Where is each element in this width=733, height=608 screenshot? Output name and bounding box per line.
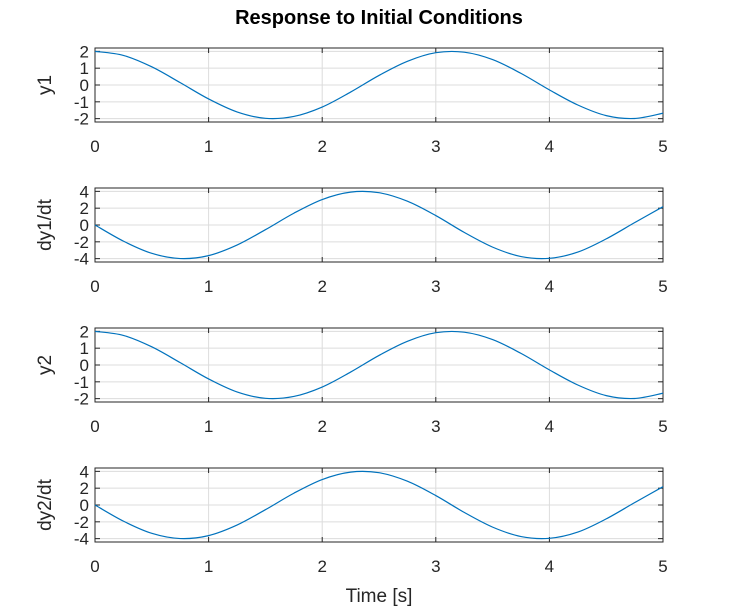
series-line: [94, 190, 664, 260]
x-tick-label: 0: [90, 557, 99, 576]
y-tick-label: 1: [80, 59, 89, 78]
y-axis-label: dy1/dt: [35, 198, 56, 250]
y-tick-label: -2: [74, 390, 89, 409]
y-tick-label: -1: [74, 93, 89, 112]
y-tick-label: -2: [74, 513, 89, 532]
x-tick-label: 0: [90, 417, 99, 436]
x-tick-label: 0: [90, 137, 99, 156]
x-tick-label: 3: [431, 417, 440, 436]
x-tick-label: 1: [204, 417, 213, 436]
y-tick-label: -4: [74, 530, 89, 549]
x-tick-label: 2: [317, 417, 326, 436]
y-tick-label: 0: [80, 356, 89, 375]
chart-title: Response to Initial Conditions: [235, 7, 523, 29]
x-tick-label: 4: [545, 557, 554, 576]
x-tick-label: 1: [204, 277, 213, 296]
y-tick-label: 1: [80, 339, 89, 358]
x-tick-label: 3: [431, 557, 440, 576]
x-axis-label: Time [s]: [346, 586, 413, 607]
x-tick-label: 1: [204, 137, 213, 156]
x-tick-label: 5: [658, 557, 667, 576]
x-tick-label: 0: [90, 277, 99, 296]
y-tick-label: -2: [74, 233, 89, 252]
x-tick-label: 4: [545, 277, 554, 296]
x-tick-label: 2: [317, 277, 326, 296]
x-tick-label: 5: [658, 417, 667, 436]
y-tick-label: 0: [80, 496, 89, 515]
y-tick-label: 2: [80, 479, 89, 498]
series-line: [94, 330, 664, 400]
y-tick-label: -1: [74, 373, 89, 392]
y-tick-label: -4: [74, 250, 89, 269]
y-axis-label: y1: [35, 75, 56, 95]
x-tick-label: 2: [317, 137, 326, 156]
x-tick-label: 1: [204, 557, 213, 576]
y-tick-label: 2: [80, 42, 89, 61]
y-axis-label: y2: [35, 355, 56, 375]
y-tick-label: 2: [80, 199, 89, 218]
x-tick-label: 5: [658, 277, 667, 296]
y-tick-label: 0: [80, 216, 89, 235]
y-tick-label: -2: [74, 110, 89, 129]
y-tick-label: 4: [80, 462, 89, 481]
x-tick-label: 4: [545, 137, 554, 156]
y-tick-label: 0: [80, 76, 89, 95]
series-line: [94, 470, 664, 540]
x-tick-label: 3: [431, 137, 440, 156]
x-tick-label: 2: [317, 557, 326, 576]
x-tick-label: 4: [545, 417, 554, 436]
y-axis-label: dy2/dt: [35, 478, 56, 530]
y-tick-label: 4: [80, 182, 89, 201]
x-tick-label: 3: [431, 277, 440, 296]
series-line: [94, 50, 664, 120]
y-tick-label: 2: [80, 322, 89, 341]
x-tick-label: 5: [658, 137, 667, 156]
